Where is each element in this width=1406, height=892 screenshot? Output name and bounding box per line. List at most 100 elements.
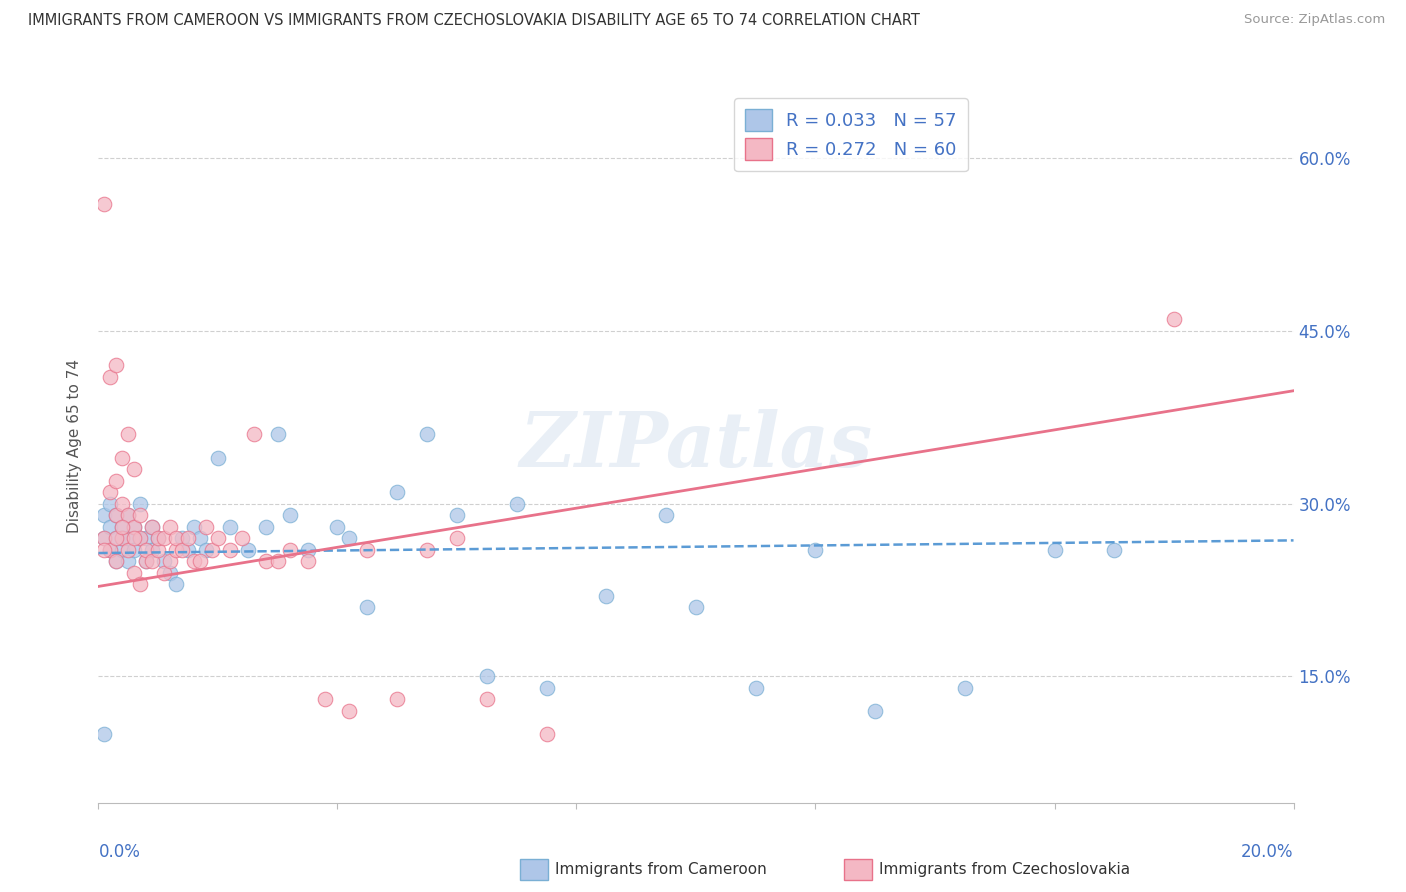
Point xyxy=(100,542,122,557)
Point xyxy=(124,519,146,533)
Y-axis label: Disability Age 65 to 74: Disability Age 65 to 74 xyxy=(67,359,83,533)
Point xyxy=(446,531,468,545)
Point xyxy=(356,542,378,557)
Point xyxy=(207,450,229,465)
Point xyxy=(506,497,529,511)
Point xyxy=(135,554,157,568)
Point xyxy=(219,542,242,557)
Point xyxy=(105,531,128,545)
Point xyxy=(339,531,360,545)
Point xyxy=(105,359,128,373)
Point xyxy=(183,519,205,533)
Point xyxy=(117,554,139,568)
Point xyxy=(267,427,290,442)
Point xyxy=(148,542,170,557)
Point xyxy=(865,704,887,718)
Point xyxy=(124,462,146,476)
Point xyxy=(536,681,558,695)
Point xyxy=(93,727,115,741)
Point xyxy=(446,508,468,522)
Legend: R = 0.033   N = 57, R = 0.272   N = 60: R = 0.033 N = 57, R = 0.272 N = 60 xyxy=(734,98,967,171)
Point xyxy=(278,542,301,557)
Point xyxy=(129,497,152,511)
Point xyxy=(267,554,290,568)
Point xyxy=(165,542,187,557)
Text: Immigrants from Czechoslovakia: Immigrants from Czechoslovakia xyxy=(879,863,1130,877)
Point xyxy=(475,669,498,683)
Point xyxy=(254,554,277,568)
Point xyxy=(315,692,337,706)
Point xyxy=(385,485,409,500)
Point xyxy=(177,542,200,557)
Text: Immigrants from Cameroon: Immigrants from Cameroon xyxy=(555,863,768,877)
Point xyxy=(148,531,170,545)
Point xyxy=(93,508,115,522)
Point xyxy=(105,554,128,568)
Point xyxy=(100,542,122,557)
Text: IMMIGRANTS FROM CAMEROON VS IMMIGRANTS FROM CZECHOSLOVAKIA DISABILITY AGE 65 TO : IMMIGRANTS FROM CAMEROON VS IMMIGRANTS F… xyxy=(28,13,920,29)
Point xyxy=(141,554,163,568)
Point xyxy=(278,508,301,522)
Text: Source: ZipAtlas.com: Source: ZipAtlas.com xyxy=(1244,13,1385,27)
Point xyxy=(141,519,163,533)
Point xyxy=(177,531,200,545)
Point xyxy=(141,519,163,533)
Point xyxy=(100,485,122,500)
Point xyxy=(100,370,122,384)
Point xyxy=(105,554,128,568)
Point xyxy=(297,554,319,568)
Point xyxy=(188,554,211,568)
Point xyxy=(129,508,152,522)
Point xyxy=(124,542,146,557)
Point xyxy=(93,531,115,545)
Point xyxy=(153,531,176,545)
Point xyxy=(1163,312,1185,326)
Point xyxy=(117,531,139,545)
Point xyxy=(243,427,266,442)
Point xyxy=(111,531,134,545)
Point xyxy=(117,542,139,557)
Point xyxy=(100,497,122,511)
Point xyxy=(93,531,115,545)
Point xyxy=(159,566,181,580)
Point xyxy=(129,531,152,545)
Point xyxy=(165,531,187,545)
Point xyxy=(93,197,115,211)
Point xyxy=(117,427,139,442)
Point xyxy=(172,531,194,545)
Point xyxy=(475,692,498,706)
Point xyxy=(236,542,259,557)
Point xyxy=(745,681,768,695)
Point xyxy=(153,566,176,580)
Point xyxy=(188,531,211,545)
Point xyxy=(804,542,827,557)
Point xyxy=(685,600,707,615)
Point xyxy=(141,542,163,557)
Point xyxy=(254,519,277,533)
Point xyxy=(124,531,146,545)
Point xyxy=(93,542,115,557)
Text: ZIPatlas: ZIPatlas xyxy=(519,409,873,483)
Point xyxy=(159,519,181,533)
Point xyxy=(105,508,128,522)
Point xyxy=(100,519,122,533)
Point xyxy=(953,681,976,695)
Point xyxy=(183,554,205,568)
Point xyxy=(207,531,229,545)
Point xyxy=(148,531,170,545)
Point xyxy=(105,508,128,522)
Point xyxy=(1104,542,1126,557)
Point xyxy=(117,508,139,522)
Point xyxy=(172,542,194,557)
Point xyxy=(1043,542,1066,557)
Point xyxy=(124,566,146,580)
Point xyxy=(111,531,134,545)
Point xyxy=(231,531,253,545)
Text: 20.0%: 20.0% xyxy=(1241,843,1294,861)
Point xyxy=(195,542,218,557)
Point xyxy=(201,542,224,557)
Point xyxy=(385,692,409,706)
Point xyxy=(195,519,218,533)
Point xyxy=(153,554,176,568)
Point xyxy=(135,531,157,545)
